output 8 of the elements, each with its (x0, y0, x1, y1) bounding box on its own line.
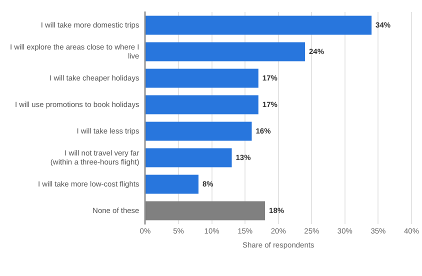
bar (146, 174, 198, 194)
bar (146, 95, 258, 114)
bar (146, 148, 232, 168)
bar (146, 42, 305, 62)
bar (146, 16, 372, 35)
bar (146, 122, 252, 141)
bar (146, 201, 266, 220)
bar (146, 68, 258, 88)
